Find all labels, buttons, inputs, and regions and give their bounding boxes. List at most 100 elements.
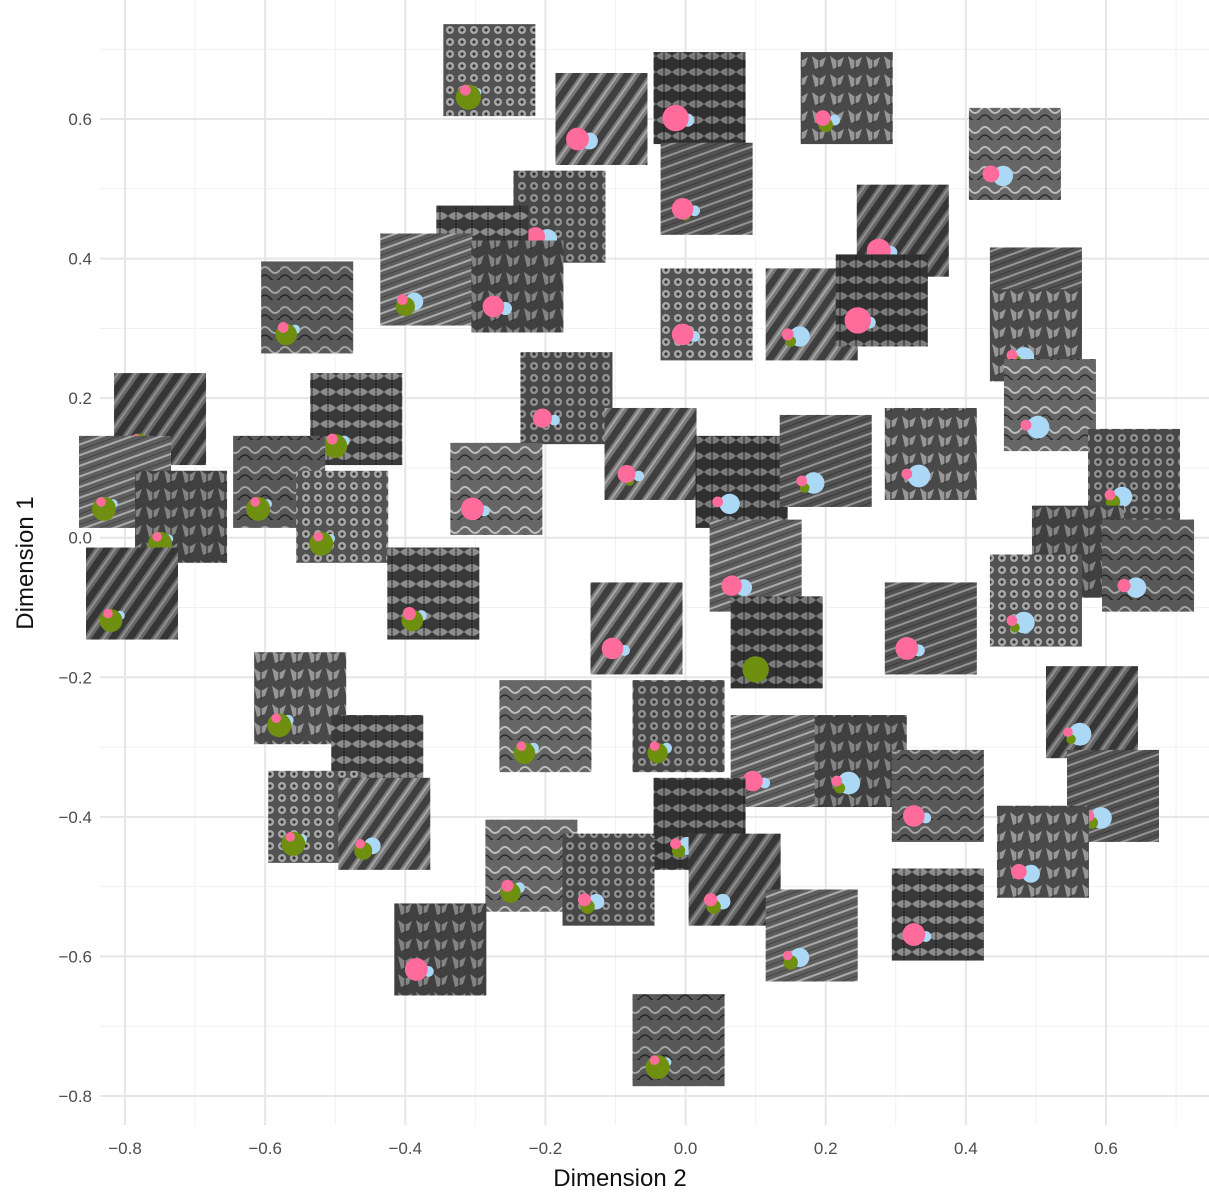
- texture-shade: [709, 519, 802, 612]
- texture-point: [338, 777, 431, 870]
- pink-glyph: [617, 464, 636, 483]
- blue-glyph: [1026, 415, 1050, 439]
- pink-glyph: [532, 408, 553, 428]
- blue-glyph: [1125, 577, 1147, 598]
- blue-glyph: [1021, 864, 1040, 883]
- y-axis-title: Dimension 1: [12, 496, 39, 629]
- pink-glyph: [1020, 419, 1032, 431]
- pink-glyph: [670, 838, 681, 850]
- texture-shade: [968, 107, 1061, 200]
- texture-point: [996, 805, 1089, 898]
- texture-shade: [884, 582, 977, 675]
- pink-glyph: [566, 127, 589, 151]
- x-tick-label: −0.6: [248, 1139, 282, 1158]
- texture-point: [884, 582, 977, 675]
- pink-glyph: [285, 832, 295, 842]
- x-tick-label: 0.6: [1094, 1139, 1118, 1158]
- texture-shade: [660, 268, 753, 361]
- pink-glyph: [271, 713, 281, 724]
- pink-glyph: [313, 531, 324, 542]
- texture-point: [709, 519, 802, 612]
- texture-point: [562, 833, 655, 926]
- texture-point: [730, 715, 823, 808]
- texture-point: [1088, 428, 1181, 521]
- y-tick-label: 0.6: [68, 110, 92, 129]
- x-tick-label: −0.8: [108, 1139, 142, 1158]
- texture-shade: [632, 994, 725, 1087]
- texture-thumbnail: [1003, 359, 1096, 452]
- pink-glyph: [671, 197, 694, 220]
- pink-glyph: [355, 839, 366, 849]
- texture-thumbnail: [765, 889, 858, 982]
- pink-glyph: [742, 770, 763, 792]
- texture-point: [1045, 666, 1138, 759]
- texture-shade: [387, 547, 480, 640]
- texture-thumbnail: [471, 240, 564, 333]
- pink-glyph: [96, 497, 106, 507]
- texture-point: [1003, 359, 1096, 452]
- pink-glyph: [1006, 615, 1018, 626]
- texture-point: [632, 994, 725, 1087]
- x-axis-ticks: −0.8 −0.6 −0.4 −0.2 0.0 0.2 0.4 0.6: [108, 1139, 1118, 1158]
- pink-glyph: [649, 741, 660, 751]
- pink-glyph: [460, 497, 484, 521]
- texture-point: [814, 715, 907, 808]
- texture-thumbnail: [884, 407, 977, 500]
- x-tick-label: 0.0: [674, 1139, 698, 1158]
- texture-point: [660, 142, 753, 235]
- blue-glyph: [633, 470, 644, 482]
- texture-thumbnail: [1045, 666, 1138, 759]
- pink-glyph: [903, 805, 925, 827]
- texture-point: [450, 442, 543, 535]
- texture-point: [443, 24, 536, 117]
- pink-glyph: [781, 328, 794, 341]
- pink-glyph: [662, 104, 689, 132]
- pink-glyph: [814, 110, 831, 126]
- x-tick-label: −0.2: [529, 1139, 563, 1158]
- texture-point: [310, 373, 403, 466]
- texture-point: [884, 407, 977, 500]
- texture-point: [730, 596, 823, 689]
- texture-thumbnail: [632, 680, 725, 773]
- pink-glyph: [516, 741, 527, 751]
- texture-shade: [555, 73, 648, 165]
- blue-glyph: [907, 464, 931, 488]
- pink-glyph: [250, 497, 260, 507]
- texture-point: [254, 652, 347, 745]
- texture-shade: [499, 680, 592, 773]
- texture-thumbnail: [695, 435, 788, 528]
- x-axis-title: Dimension 2: [553, 1165, 686, 1192]
- pink-glyph: [1063, 727, 1073, 737]
- texture-thumbnail: [800, 52, 893, 145]
- texture-thumbnail: [485, 819, 578, 912]
- texture-point: [296, 470, 389, 563]
- pink-glyph: [649, 1055, 660, 1065]
- pink-glyph: [782, 950, 793, 961]
- texture-point: [394, 903, 487, 996]
- y-tick-label: −0.2: [58, 668, 92, 687]
- y-tick-label: 0.4: [68, 250, 92, 269]
- texture-point: [653, 52, 746, 145]
- texture-shade: [632, 680, 725, 773]
- pink-glyph: [501, 879, 514, 892]
- texture-point: [520, 352, 613, 445]
- pink-glyph: [402, 606, 416, 621]
- x-tick-label: 0.4: [954, 1139, 978, 1158]
- texture-shade: [779, 414, 872, 507]
- y-tick-label: −0.4: [58, 808, 92, 827]
- texture-point: [499, 680, 592, 773]
- pink-glyph: [459, 84, 471, 96]
- texture-shade: [338, 777, 431, 870]
- texture-point: [968, 107, 1061, 200]
- pink-glyph: [1117, 579, 1131, 593]
- texture-thumbnail: [1102, 519, 1195, 612]
- pink-glyph: [831, 775, 843, 787]
- texture-shade: [1102, 519, 1195, 612]
- texture-shade: [891, 749, 984, 842]
- texture-point: [779, 414, 872, 507]
- texture-shade: [653, 52, 746, 145]
- texture-point: [891, 868, 984, 961]
- texture-shade: [835, 254, 928, 347]
- texture-point: [688, 833, 781, 926]
